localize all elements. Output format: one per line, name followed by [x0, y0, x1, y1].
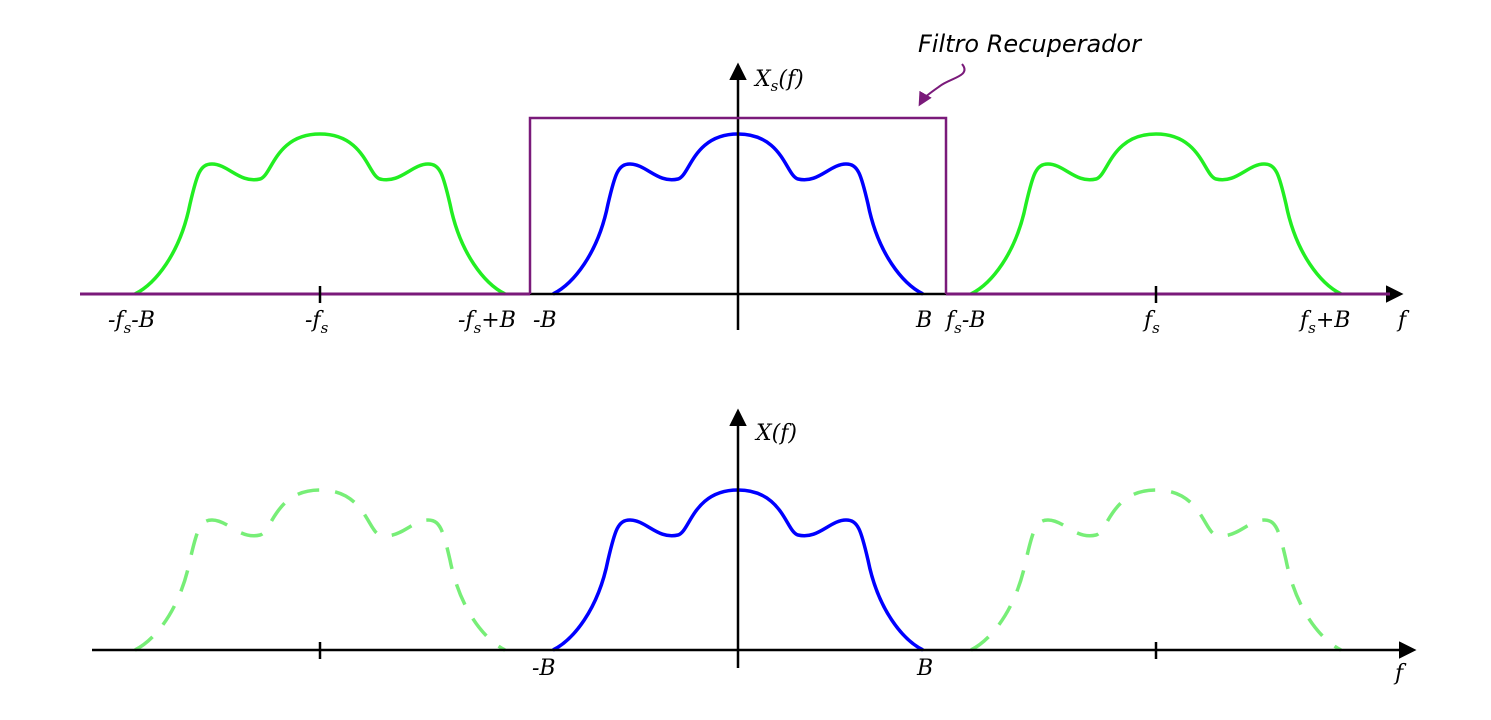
- bottom-plot: -B B X(f) f: [92, 408, 1417, 686]
- top-plot: -fs-B -fs -fs+B -B B fs-B fs fs+B Xs(f) …: [80, 30, 1410, 337]
- filter-annotation-label: Filtro Recuperador: [918, 30, 1143, 58]
- left-replica-spectrum-dashed: [134, 488, 506, 652]
- recovery-filter: [528, 116, 948, 294]
- tick-label-neg-b-bottom: -B: [532, 656, 556, 681]
- x-axis-label-bottom: f: [1393, 661, 1407, 686]
- tick-label-neg-fs-plus-b: -fs+B: [458, 308, 516, 337]
- x-axis-label-top: f: [1396, 308, 1410, 333]
- tick-label-neg-fs-minus-b: -fs-B: [108, 308, 155, 337]
- tick-label-fs-plus-b: fs+B: [1298, 308, 1350, 337]
- tick-label-fs: fs: [1142, 308, 1160, 337]
- tick-label-pos-b-bottom: B: [916, 656, 933, 681]
- y-axis-label-top: Xs(f): [753, 67, 804, 95]
- tick-label-fs-minus-b: fs-B: [944, 308, 985, 337]
- y-axis-label-bottom: X(f): [754, 421, 797, 446]
- tick-label-neg-fs: -fs: [305, 308, 329, 337]
- tick-label-pos-b: B: [915, 308, 932, 333]
- right-replica-spectrum: [970, 132, 1342, 296]
- tick-label-neg-b: -B: [533, 308, 557, 333]
- left-replica-spectrum: [134, 132, 506, 296]
- right-replica-spectrum-dashed: [970, 488, 1342, 652]
- filter-annotation-arrow: [918, 63, 966, 107]
